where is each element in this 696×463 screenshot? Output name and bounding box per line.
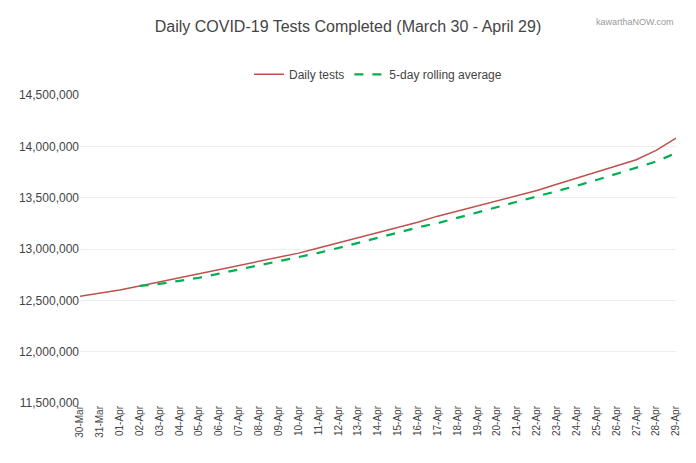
svg-text:23-Apr: 23-Apr [551, 405, 562, 436]
svg-text:13-Apr: 13-Apr [352, 405, 363, 436]
svg-text:Daily tests: Daily tests [289, 68, 344, 82]
svg-text:13,500,000: 13,500,000 [19, 191, 79, 205]
svg-text:Daily COVID-19 Tests Completed: Daily COVID-19 Tests Completed (March 30… [155, 18, 542, 35]
svg-text:12-Apr: 12-Apr [333, 405, 344, 436]
svg-text:24-Apr: 24-Apr [571, 405, 582, 436]
svg-text:13,000,000: 13,000,000 [19, 242, 79, 256]
svg-text:04-Apr: 04-Apr [174, 405, 185, 436]
svg-text:07-Apr: 07-Apr [233, 405, 244, 436]
svg-text:28-Apr: 28-Apr [650, 405, 661, 436]
svg-text:01-Apr: 01-Apr [114, 405, 125, 436]
svg-text:11-Apr: 11-Apr [313, 405, 324, 435]
svg-text:17-Apr: 17-Apr [432, 405, 443, 436]
svg-text:31-Mar: 31-Mar [94, 405, 105, 437]
svg-text:25-Apr: 25-Apr [591, 405, 602, 436]
svg-text:20-Apr: 20-Apr [491, 405, 502, 436]
svg-text:03-Apr: 03-Apr [154, 405, 165, 436]
svg-text:5-day rolling average: 5-day rolling average [389, 68, 501, 82]
svg-text:14,000,000: 14,000,000 [19, 140, 79, 154]
svg-text:16-Apr: 16-Apr [412, 405, 423, 436]
svg-text:11,500,000: 11,500,000 [20, 396, 79, 410]
svg-text:30-Mar: 30-Mar [74, 405, 85, 437]
svg-text:15-Apr: 15-Apr [392, 405, 403, 436]
svg-text:18-Apr: 18-Apr [452, 405, 463, 436]
svg-text:06-Apr: 06-Apr [213, 405, 224, 436]
svg-text:27-Apr: 27-Apr [631, 405, 642, 436]
svg-text:14-Apr: 14-Apr [372, 405, 383, 436]
svg-text:26-Apr: 26-Apr [611, 405, 622, 436]
svg-text:12,000,000: 12,000,000 [19, 345, 79, 359]
svg-text:05-Apr: 05-Apr [193, 405, 204, 436]
svg-text:02-Apr: 02-Apr [134, 405, 145, 436]
svg-text:09-Apr: 09-Apr [273, 405, 284, 436]
svg-text:21-Apr: 21-Apr [511, 405, 522, 436]
svg-text:12,500,000: 12,500,000 [19, 294, 79, 308]
svg-text:22-Apr: 22-Apr [531, 405, 542, 436]
svg-text:14,500,000: 14,500,000 [19, 88, 79, 102]
svg-text:19-Apr: 19-Apr [472, 405, 483, 436]
svg-text:08-Apr: 08-Apr [253, 405, 264, 436]
svg-text:29-Apr: 29-Apr [670, 405, 681, 436]
svg-text:10-Apr: 10-Apr [293, 405, 304, 436]
svg-text:kawarthaNOW.com: kawarthaNOW.com [596, 17, 674, 27]
